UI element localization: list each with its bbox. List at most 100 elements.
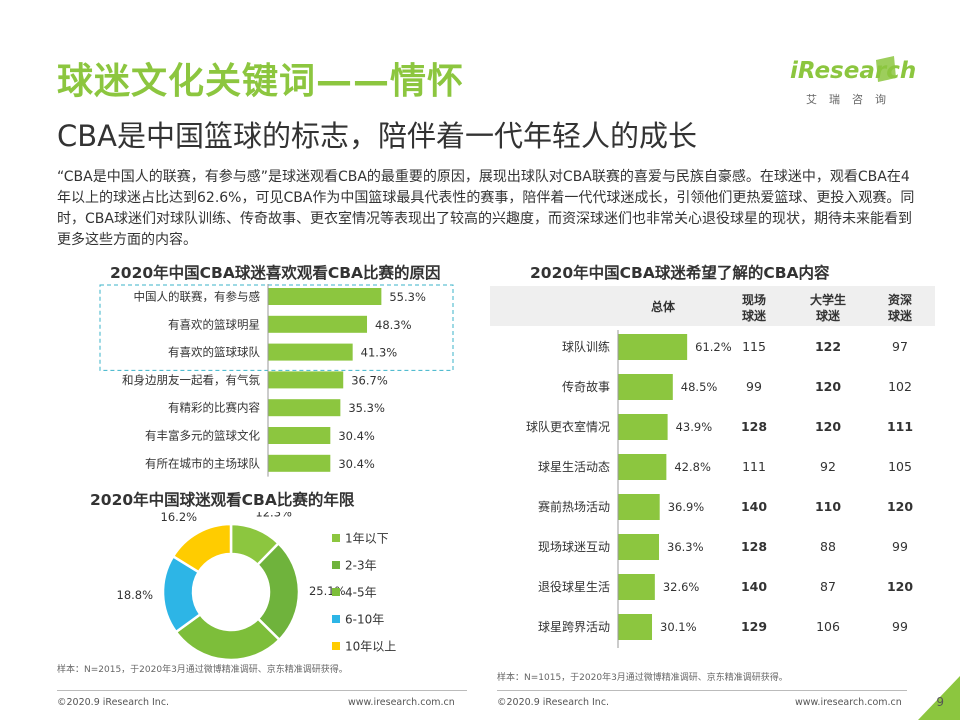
bar-value-label: 36.7% (351, 373, 388, 387)
bar-value-label: 30.4% (338, 429, 375, 443)
bar-category-label: 有喜欢的篮球球队 (168, 345, 260, 359)
table-cell: 120 (815, 419, 841, 434)
bar-value-label: 48.3% (375, 318, 412, 332)
legend-label: 2-3年 (345, 559, 377, 573)
table-cell: 102 (888, 379, 912, 394)
page-number: 9 (936, 695, 944, 709)
intro-paragraph: “CBA是中国人的联赛，有参与感”是球迷观看CBA的最重要的原因，展现出球队对C… (57, 169, 915, 248)
table-cell: 115 (742, 339, 766, 354)
bar-category-label: 球星跨界活动 (538, 620, 610, 634)
bar (618, 454, 667, 480)
table-header: 球迷 (888, 308, 913, 323)
iresearch-logo: iResearch 艾瑞咨询 (790, 56, 916, 110)
bar (268, 371, 344, 389)
bar (268, 288, 382, 305)
table-header: 现场 (742, 293, 766, 307)
bar (618, 374, 673, 400)
legend-label: 10年以上 (345, 640, 396, 654)
bar-category-label: 球队训练 (562, 339, 610, 354)
bar-category-label: 现场球迷互动 (538, 540, 610, 554)
bar (618, 334, 688, 360)
legend-label: 6-10年 (345, 613, 384, 627)
logo-flag-icon (876, 56, 896, 82)
bar-value-label: 55.3% (389, 290, 426, 304)
bar-value-label: 30.4% (338, 457, 375, 471)
bar-category-label: 有精彩的比赛内容 (168, 401, 260, 415)
legend-swatch (332, 561, 340, 569)
highlight-box (99, 284, 454, 371)
table-cell: 128 (741, 419, 767, 434)
bar-value-label: 36.9% (668, 500, 705, 514)
bar-value-label: 36.3% (667, 540, 704, 554)
slice-value-label: 12.3% (255, 512, 292, 519)
bar-value-label: 32.6% (663, 580, 700, 594)
bar (618, 494, 660, 520)
bar (268, 454, 331, 472)
bar-category-label: 传奇故事 (562, 379, 610, 394)
bar-category-label: 球星生活动态 (538, 460, 610, 474)
footer-url-left[interactable]: www.iresearch.com.cn (348, 697, 455, 708)
bar-value-label: 41.3% (361, 346, 398, 360)
bar-category-label: 有丰富多元的篮球文化 (145, 429, 260, 443)
table-cell: 111 (742, 459, 766, 474)
bar (268, 343, 353, 361)
bar-value-label: 61.2% (695, 340, 732, 354)
table-cell: 120 (887, 499, 913, 514)
table-cell: 140 (741, 499, 767, 514)
bar-value-label: 43.9% (676, 420, 713, 434)
table-header: 球迷 (742, 308, 767, 323)
table-cell: 92 (820, 459, 836, 474)
chart-title-reasons: 2020年中国CBA球迷喜欢观看CBA比赛的原因 (110, 264, 441, 282)
table-header: 总体 (651, 299, 676, 314)
table-header: 大学生 (810, 292, 846, 307)
bar-value-label: 30.1% (660, 620, 697, 634)
bar-category-label: 退役球星生活 (538, 579, 610, 594)
page-subtitle: CBA是中国篮球的标志，陪伴着一代年轻人的成长 (57, 119, 697, 153)
donut-slice (171, 522, 233, 574)
bar-category-label: 赛前热场活动 (538, 499, 610, 514)
footer-copyright-right: ©2020.9 iResearch Inc. (497, 697, 610, 708)
bar (268, 315, 368, 333)
bar (268, 399, 341, 417)
table-cell: 122 (815, 339, 841, 354)
table-cell: 106 (816, 619, 840, 634)
table-header: 资深 (888, 292, 912, 307)
bar-value-label: 48.5% (681, 380, 718, 394)
years-donut-chart: 12.3%25.1%27.6%18.8%16.2%1年以下2-3年4-5年6-1… (117, 512, 396, 662)
bar-category-label: 中国人的联赛，有参与感 (134, 290, 261, 304)
slice-value-label: 25.1% (309, 584, 346, 598)
table-cell: 120 (887, 579, 913, 594)
table-cell: 105 (888, 459, 912, 474)
logo-subtitle: 艾瑞咨询 (806, 93, 898, 106)
bar-category-label: 和身边朋友一起看，有气氛 (122, 373, 260, 387)
bar-category-label: 有喜欢的篮球明星 (168, 317, 260, 331)
bar (618, 414, 668, 440)
bar (618, 614, 653, 640)
page-title: 球迷文化关键词——情怀 (57, 61, 465, 102)
sample-note-right: 样本：N=1015，于2020年3月通过微博精准调研、京东精准调研获得。 (497, 673, 788, 683)
footer-divider-right (497, 690, 907, 691)
reasons-bar-chart: 中国人的联赛，有参与感 55.3% 有喜欢的篮球明星 48.3% 有喜欢的篮球球队 41.… (99, 284, 454, 477)
table-header: 球迷 (816, 308, 841, 323)
table-cell: 120 (815, 379, 841, 394)
footer-copyright-left: ©2020.9 iResearch Inc. (57, 697, 170, 708)
table-cell: 128 (741, 539, 767, 554)
chart-title-years: 2020年中国球迷观看CBA比赛的年限 (90, 491, 355, 509)
bar-value-label: 42.8% (674, 460, 711, 474)
slice-value-label: 16.2% (161, 512, 198, 524)
donut-slice (174, 612, 282, 662)
table-cell: 88 (820, 539, 836, 554)
table-cell: 97 (892, 339, 908, 354)
bar-category-label: 有所在城市的主场球队 (145, 456, 260, 470)
legend-swatch (332, 534, 340, 542)
bar (618, 574, 655, 600)
table-cell: 99 (746, 379, 762, 394)
table-cell: 140 (741, 579, 767, 594)
slice-value-label: 18.8% (117, 588, 154, 602)
table-cell: 87 (820, 579, 836, 594)
footer-url-right[interactable]: www.iresearch.com.cn (795, 697, 902, 708)
footer-divider-left (57, 690, 467, 691)
table-cell: 99 (892, 539, 908, 554)
legend-swatch (332, 615, 340, 623)
